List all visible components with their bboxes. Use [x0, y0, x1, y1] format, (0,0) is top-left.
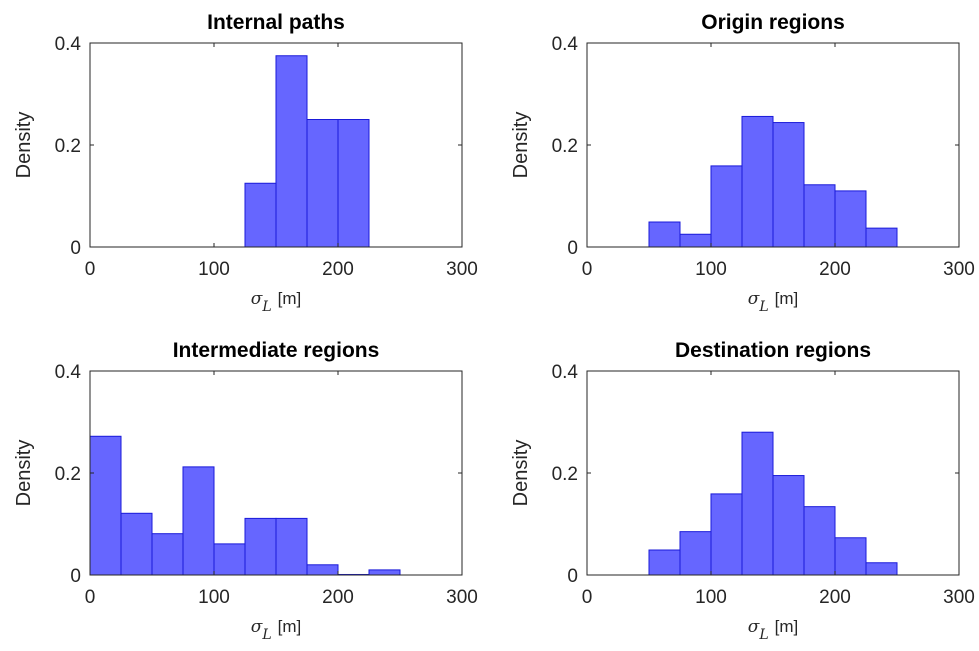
- x-label-subscript: L: [261, 299, 271, 315]
- histogram-bar: [275, 517, 308, 576]
- x-label-unit: [m]: [278, 617, 302, 636]
- y-tick-label: 0: [567, 238, 578, 259]
- histogram-bar: [834, 537, 867, 576]
- histogram-bar: [741, 115, 774, 248]
- y-tick-label: 0.4: [55, 34, 82, 55]
- histogram-bar: [337, 119, 370, 248]
- chart-panel-3: 0 100 200 300 0 0.2 0.4 Intermediate regions Den…: [13, 339, 478, 643]
- x-label-unit: [m]: [775, 289, 799, 308]
- y-axis-label: Density: [510, 112, 532, 179]
- x-tick-label: 200: [819, 587, 851, 608]
- x-tick-label: 100: [198, 587, 230, 608]
- x-tick-label: 100: [695, 587, 727, 608]
- histogram-bar: [182, 466, 215, 576]
- y-tick-label: 0.2: [552, 464, 578, 485]
- x-tick-label: 200: [819, 259, 851, 280]
- x-axis-label: σL [m]: [748, 617, 799, 643]
- histogram-bar: [772, 475, 805, 576]
- x-tick-label: 0: [85, 259, 96, 280]
- chart-title: Destination regions: [675, 339, 871, 362]
- y-tick-label: 0.4: [55, 362, 82, 383]
- chart-panel-4: 0 100 200 300 0 0.2 0.4 Destination regions Dens…: [510, 339, 975, 643]
- histogram-bar: [275, 55, 308, 248]
- histogram-bar: [89, 435, 122, 576]
- y-axis-label: Density: [13, 112, 35, 179]
- chart-panel-2: 0 100 200 300 0 0.2 0.4 Origin regions Density σL…: [510, 11, 975, 315]
- chart-panel-1: 0 100 200 300 0 0.2 0.4 Internal paths Density σL…: [13, 11, 478, 315]
- x-label-symbol: σ: [748, 617, 760, 637]
- histogram-bar: [865, 562, 898, 576]
- x-label-unit: [m]: [278, 289, 302, 308]
- x-tick-label: 0: [582, 259, 593, 280]
- x-axis-label: σL [m]: [251, 289, 302, 315]
- y-tick-label: 0: [70, 238, 81, 259]
- histogram-bar: [710, 493, 743, 576]
- x-tick-label: 100: [198, 259, 230, 280]
- histogram-bar: [741, 431, 774, 576]
- histogram-bar: [834, 190, 867, 248]
- x-tick-label: 0: [582, 587, 593, 608]
- histogram-bar: [120, 512, 153, 576]
- histogram-bar: [306, 564, 339, 576]
- histogram-bar: [803, 184, 836, 248]
- histogram-bar: [244, 517, 277, 576]
- y-tick-label: 0.4: [552, 362, 579, 383]
- x-label-symbol: σ: [251, 617, 263, 637]
- histogram-bar: [803, 506, 836, 576]
- chart-title: Internal paths: [207, 11, 345, 34]
- x-label-subscript: L: [261, 627, 271, 643]
- y-axis-label: Density: [510, 440, 532, 507]
- histogram-bar: [679, 531, 712, 576]
- y-tick-label: 0.4: [552, 34, 579, 55]
- y-tick-label: 0.2: [552, 136, 578, 157]
- chart-title: Origin regions: [701, 11, 845, 34]
- x-axis-label: σL [m]: [251, 617, 302, 643]
- histogram-bar: [710, 165, 743, 248]
- x-tick-label: 300: [446, 587, 478, 608]
- x-tick-label: 200: [322, 259, 354, 280]
- x-tick-label: 300: [446, 259, 478, 280]
- y-axis-label: Density: [13, 440, 35, 507]
- histogram-bar: [244, 182, 277, 248]
- y-tick-label: 0.2: [55, 136, 81, 157]
- x-label-unit: [m]: [775, 617, 799, 636]
- histogram-bar: [648, 221, 681, 248]
- y-tick-label: 0: [70, 566, 81, 587]
- x-label-symbol: σ: [251, 289, 263, 309]
- x-tick-label: 300: [943, 587, 975, 608]
- histogram-bar: [306, 119, 339, 248]
- histogram-bar: [213, 543, 246, 576]
- histogram-bar: [648, 549, 681, 576]
- x-label-subscript: L: [758, 627, 768, 643]
- y-tick-label: 0.2: [55, 464, 81, 485]
- histogram-bar: [368, 569, 401, 576]
- chart-title: Intermediate regions: [173, 339, 380, 362]
- x-tick-label: 100: [695, 259, 727, 280]
- x-label-subscript: L: [758, 299, 768, 315]
- histogram-bar: [772, 122, 805, 248]
- histogram-bar: [679, 233, 712, 248]
- x-axis-label: σL [m]: [748, 289, 799, 315]
- y-tick-label: 0: [567, 566, 578, 587]
- x-tick-label: 300: [943, 259, 975, 280]
- histogram-bar: [151, 533, 184, 576]
- x-tick-label: 200: [322, 587, 354, 608]
- x-tick-label: 0: [85, 587, 96, 608]
- histogram-bar: [865, 227, 898, 248]
- x-label-symbol: σ: [748, 289, 760, 309]
